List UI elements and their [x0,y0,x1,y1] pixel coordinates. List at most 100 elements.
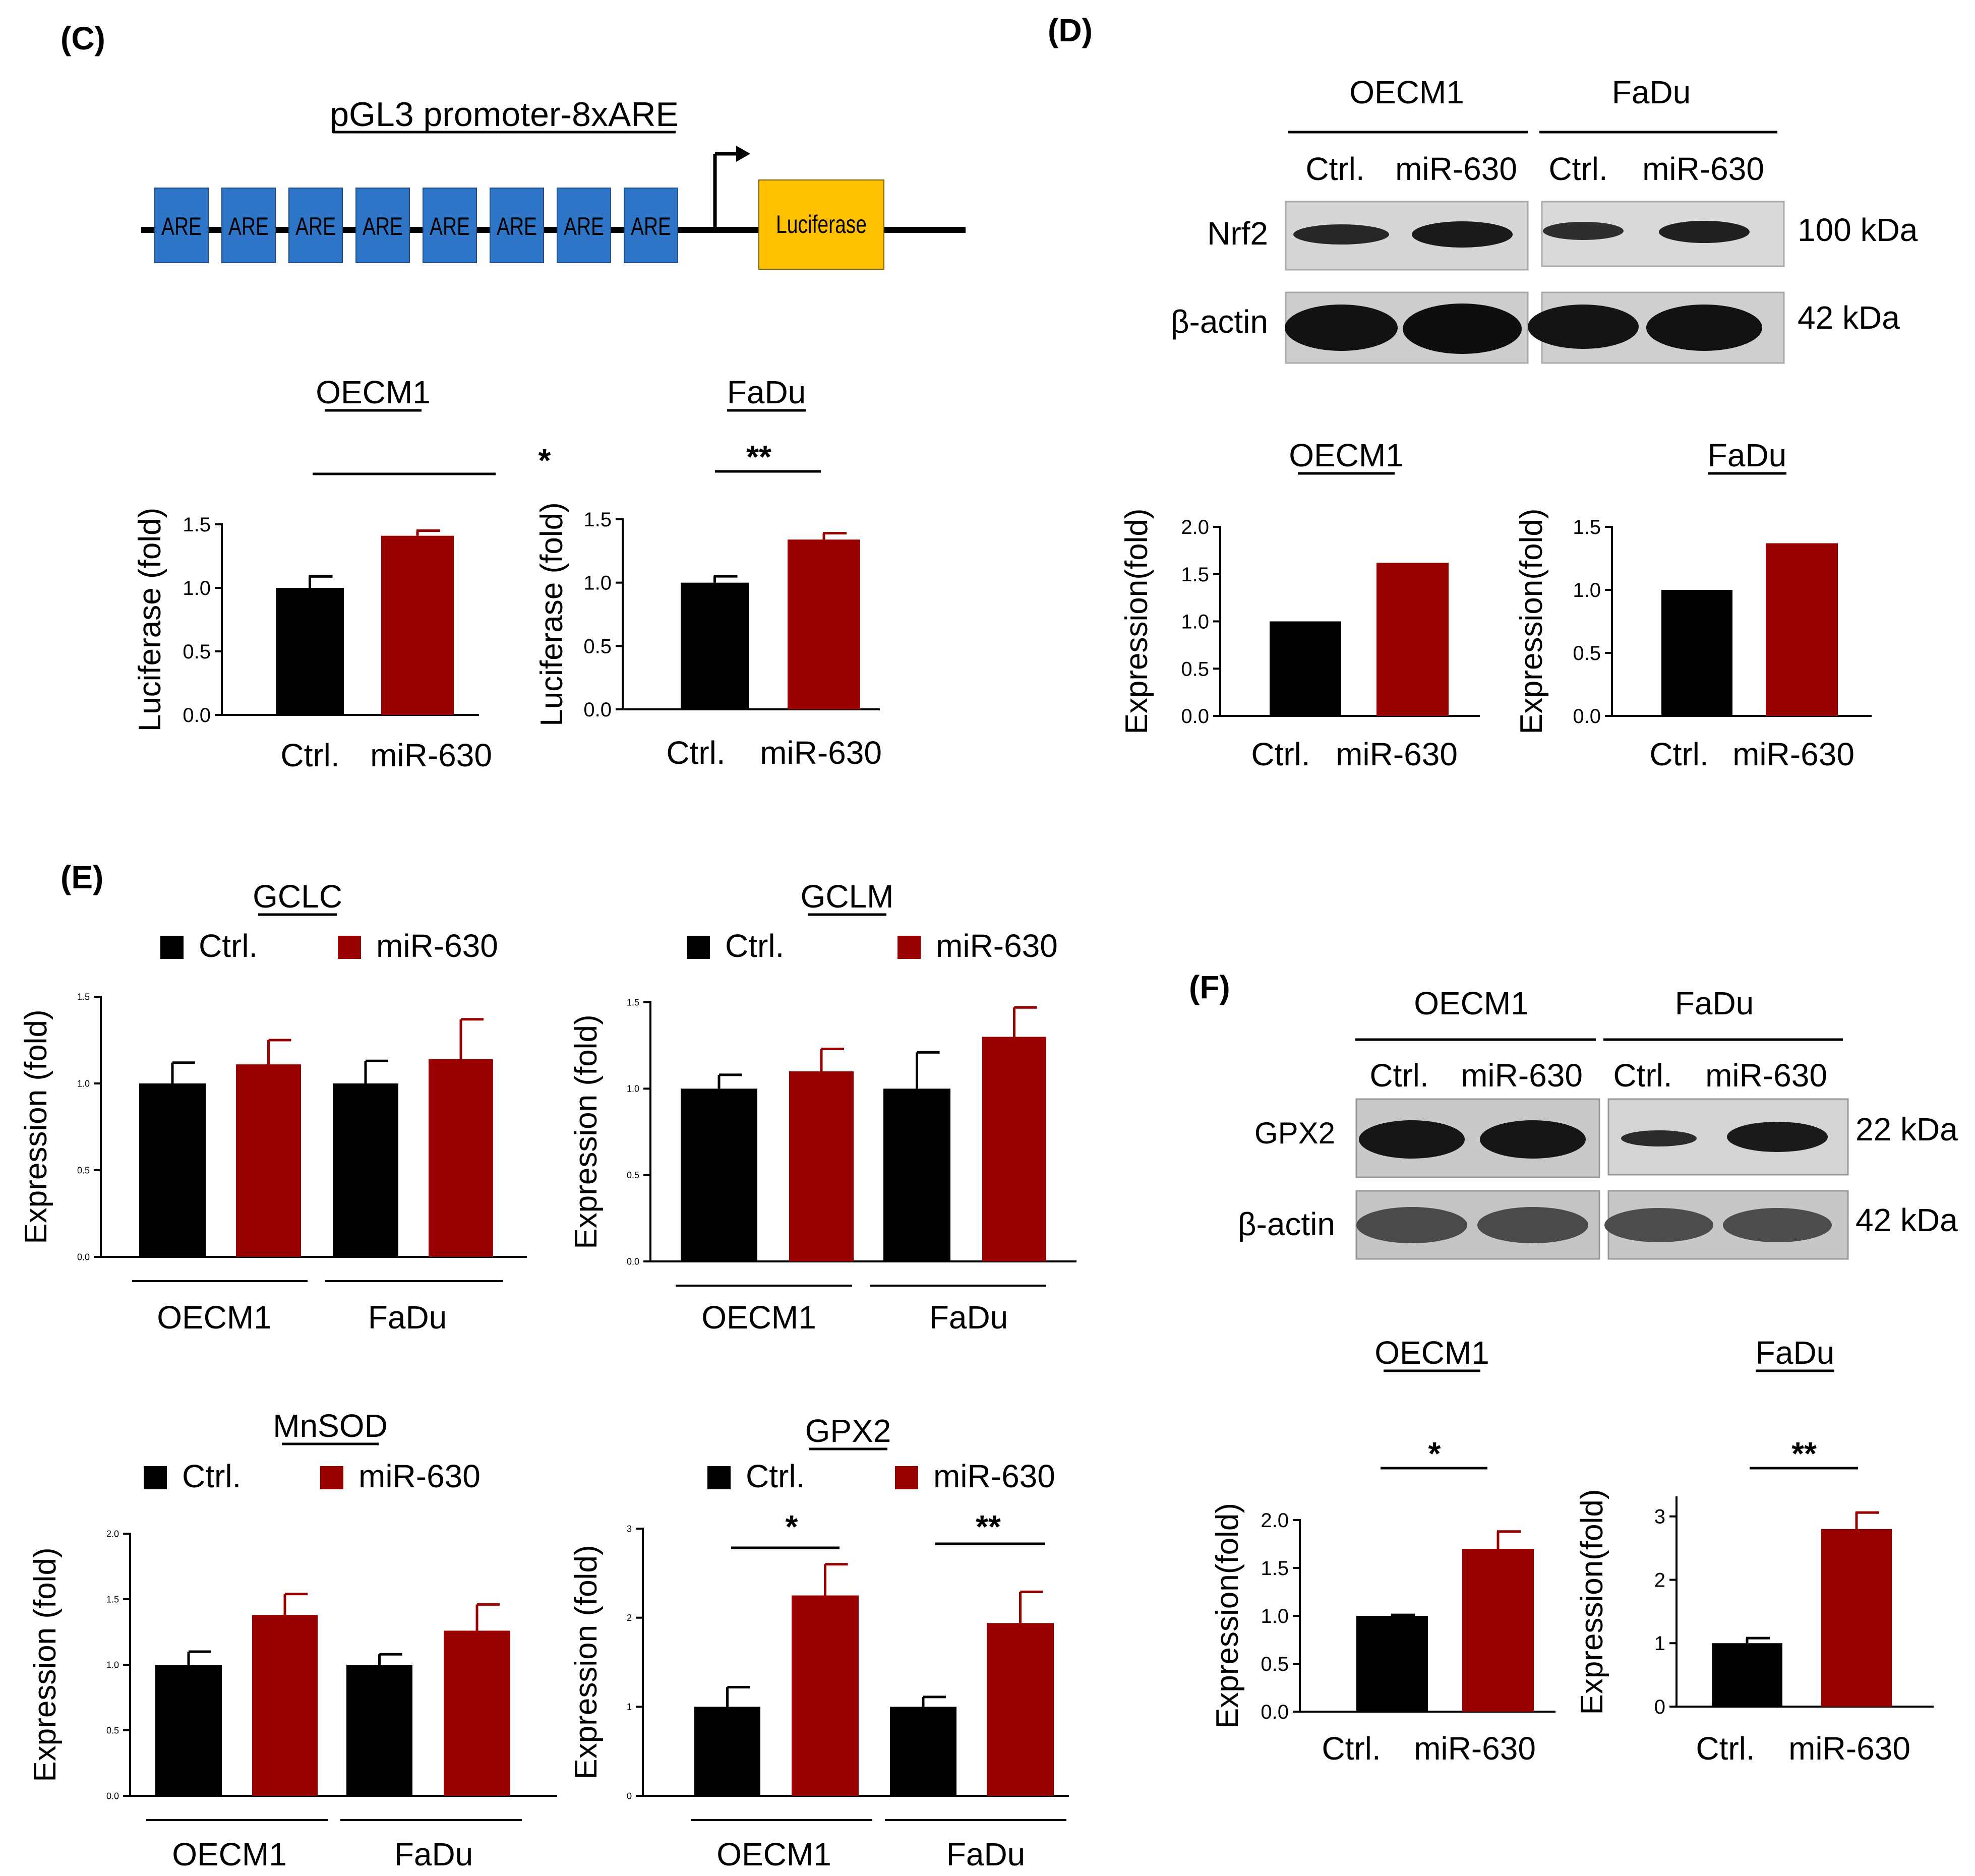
y-tick-label: 1 [627,1702,632,1712]
are-box-7 [557,188,611,263]
bar-mir630 [788,539,860,709]
chart-e2: GCLM Expression (fold) 0.0 0.5 1.0 1.5 Ctrl. mi… [569,878,1076,1336]
wb-f-lane-3: Ctrl. [1613,1057,1672,1094]
legend-swatch-mir630 [895,1466,918,1489]
y-tick-label: 0 [627,1791,632,1801]
luciferase-label: Luciferase [776,210,867,238]
are-label-2: ARE [228,212,269,240]
bar-oecm1-ctrl [694,1707,760,1796]
wb-d-nrf2-band-1 [1293,224,1389,245]
wb-f-gpx2-band-2 [1480,1120,1586,1159]
panel-label-c: (C) [61,20,105,56]
chart-title: OECM1 [316,374,431,410]
y-tick-label: 1.0 [77,1078,90,1088]
y-tick-label: 2 [1654,1569,1665,1591]
x-tick-label-ctrl: Ctrl. [1322,1730,1381,1767]
wb-f-group-oecm1: OECM1 [1414,985,1529,1021]
y-tick-label: 1.5 [106,1594,119,1604]
significance-marker: ** [1791,1435,1817,1472]
wb-d-actin-band-3 [1528,305,1639,349]
wb-f-size-22: 22 kDa [1856,1111,1958,1147]
are-box-8 [624,188,678,263]
x-tick-label-mir630: miR-630 [1732,736,1854,772]
are-label-5: ARE [430,212,470,240]
chart-title: FaDu [727,374,806,410]
bar-oecm1-ctrl [139,1083,206,1257]
significance-marker: * [538,442,551,478]
wb-f-actin-band-4 [1723,1208,1832,1242]
bar-mir630 [381,535,454,715]
y-axis-label: Expression(fold) [1575,1489,1609,1715]
bar-mir630 [1376,563,1449,716]
wb-d-actin-band-2 [1403,304,1522,354]
legend-label-ctrl: Ctrl. [182,1458,241,1494]
x-tick-label-mir630: miR-630 [1788,1730,1910,1767]
y-tick-label: 0.5 [77,1165,90,1175]
bar-oecm1-ctrl [155,1665,222,1796]
y-tick-label: 1.5 [583,509,612,531]
tss-arrow-icon [736,146,750,162]
legend-swatch-mir630 [897,936,921,959]
are-elements: ARE ARE ARE ARE ARE ARE ARE ARE [154,188,678,263]
y-tick-label: 0 [1654,1696,1665,1718]
y-tick-label: 1.5 [1573,516,1601,538]
wb-f-gpx2-band-1 [1359,1120,1465,1159]
wb-d-actin-band-4 [1646,305,1762,351]
y-tick-label: 1.0 [627,1084,639,1094]
are-label-3: ARE [295,212,336,240]
y-axis-label: Luciferase (fold) [534,502,569,727]
chart-title: FaDu [1756,1335,1835,1371]
bar-mir630 [1766,543,1838,716]
x-tick-label-mir630: miR-630 [1336,736,1458,772]
wb-d-nrf2-band-3 [1543,222,1624,240]
bar-fadu-ctrl [890,1707,956,1796]
are-box-3 [288,188,343,263]
wb-f-actin-band-1 [1356,1207,1467,1243]
wb-f-row-gpx2: GPX2 [1254,1116,1335,1150]
wb-f-group-fadu: FaDu [1675,985,1754,1021]
wb-f-actin-band-2 [1477,1207,1588,1243]
group-label-oecm1: OECM1 [701,1299,816,1336]
x-tick-label-mir630: miR-630 [1414,1730,1536,1767]
y-tick-label: 0.0 [77,1252,90,1262]
legend-label-ctrl: Ctrl. [199,928,258,964]
bar-fadu-mir630 [982,1037,1046,1261]
wb-d-lane-4: miR-630 [1642,151,1764,187]
y-tick-label: 0.0 [106,1791,119,1801]
bar-oecm1-mir630 [252,1615,318,1796]
group-label-fadu: FaDu [368,1299,447,1336]
wb-f-gpx2-band-3 [1621,1130,1697,1146]
are-box-6 [490,188,544,263]
y-tick-label: 0.0 [1261,1701,1289,1723]
y-axis-label: Expression (fold) [569,1545,604,1779]
wb-d-group-oecm1: OECM1 [1349,74,1464,110]
y-tick-label: 1.5 [77,992,90,1002]
wb-d-size-42: 42 kDa [1798,299,1900,336]
legend-label-mir630: miR-630 [376,928,498,964]
x-tick-label-ctrl: Ctrl. [280,737,339,773]
chart-title: OECM1 [1289,437,1404,473]
chart-f1: OECM1 Expression(fold) 0.0 0.5 1.0 1.5 2.0 Ctrl… [1210,1335,1555,1767]
bar-mir630 [1821,1529,1892,1707]
bar-fadu-mir630 [987,1623,1054,1796]
y-tick-label: 0.0 [1181,705,1209,728]
significance-marker: ** [746,439,771,475]
wb-d-nrf2-band-4 [1659,221,1750,243]
charts-layer: OECM1 Luciferase (fold) 0.0 0.5 1.0 1.5 Ctrl. m… [19,374,1934,1872]
construct-title: pGL3 promoter-8xARE [330,95,679,134]
are-box-4 [355,188,410,263]
wb-d-size-100: 100 kDa [1798,212,1918,248]
y-tick-label: 1.0 [183,577,211,599]
y-tick-label: 0.5 [1573,642,1601,664]
bar-fadu-ctrl [883,1088,950,1261]
legend-swatch-mir630 [320,1466,343,1489]
significance-marker: ** [976,1508,1001,1545]
legend-swatch-ctrl [160,936,184,959]
panel-label-f: (F) [1189,969,1230,1005]
y-tick-label: 2 [627,1613,632,1623]
chart-title: GPX2 [805,1413,891,1449]
panel-label-d: (D) [1048,12,1093,48]
wb-f-lane-1: Ctrl. [1369,1057,1428,1094]
chart-e1: GCLC Expression (fold) 0.0 0.5 1.0 1.5 Ctrl. mi… [19,878,527,1336]
y-axis-label: Expression(fold) [1514,509,1549,735]
